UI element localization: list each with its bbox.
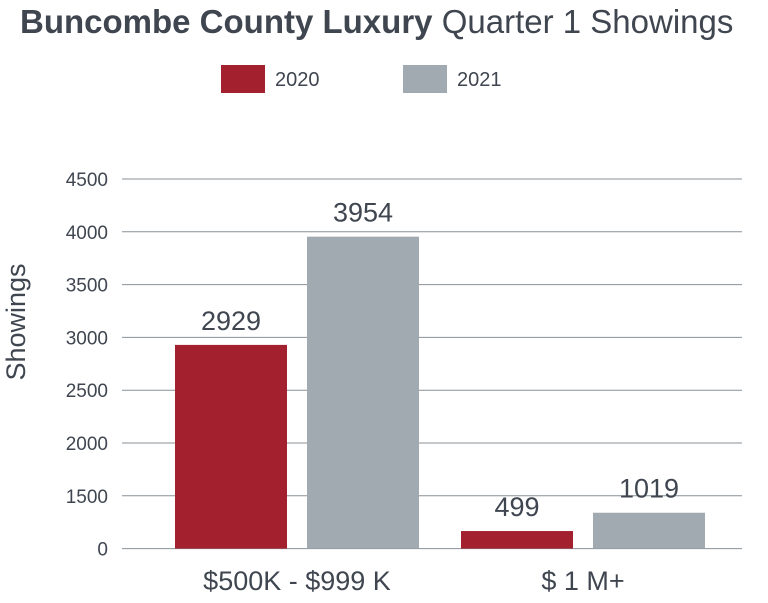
chart-title-rest: Quarter 1 Showings [441,3,734,40]
bar-2021-0 [307,236,419,549]
legend-swatch-2020 [221,65,265,93]
legend-label-2021: 2021 [457,69,502,91]
y-tick-label: 2500 [66,381,108,402]
bar-2020-0 [175,344,287,549]
y-tick-label: 0 [97,540,108,561]
grid-lines [122,178,742,550]
y-tick-label: 4000 [66,223,108,244]
bars [175,236,705,549]
y-tick-label: 3500 [66,276,108,297]
y-axis-label: Showings [1,263,31,380]
category-labels: $500K - $999 K $ 1 M+ [203,566,624,596]
data-label: 499 [494,492,539,522]
bar-2020-1 [461,531,573,549]
y-tick-label: 3000 [66,328,108,349]
data-label: 1019 [619,474,679,504]
data-labels: 2929 3954 499 1019 [201,198,679,522]
y-tick-label: 2000 [66,434,108,455]
chart-title: Buncombe County Luxury Quarter 1 Showing… [20,0,733,44]
y-axis-ticks: 0 1500 2000 2500 3000 3500 4000 4500 [66,170,108,561]
chart-title-bold: Buncombe County Luxury [20,3,433,40]
legend: 2020 2021 [221,65,502,93]
data-label: 2929 [201,306,261,336]
bar-2021-1 [593,512,705,549]
y-tick-label: 1500 [66,487,108,508]
legend-label-2020: 2020 [275,69,320,91]
data-label: 3954 [333,198,393,228]
category-label: $ 1 M+ [541,566,624,596]
category-label: $500K - $999 K [203,566,391,596]
y-tick-label: 4500 [66,170,108,191]
legend-swatch-2021 [403,65,447,93]
